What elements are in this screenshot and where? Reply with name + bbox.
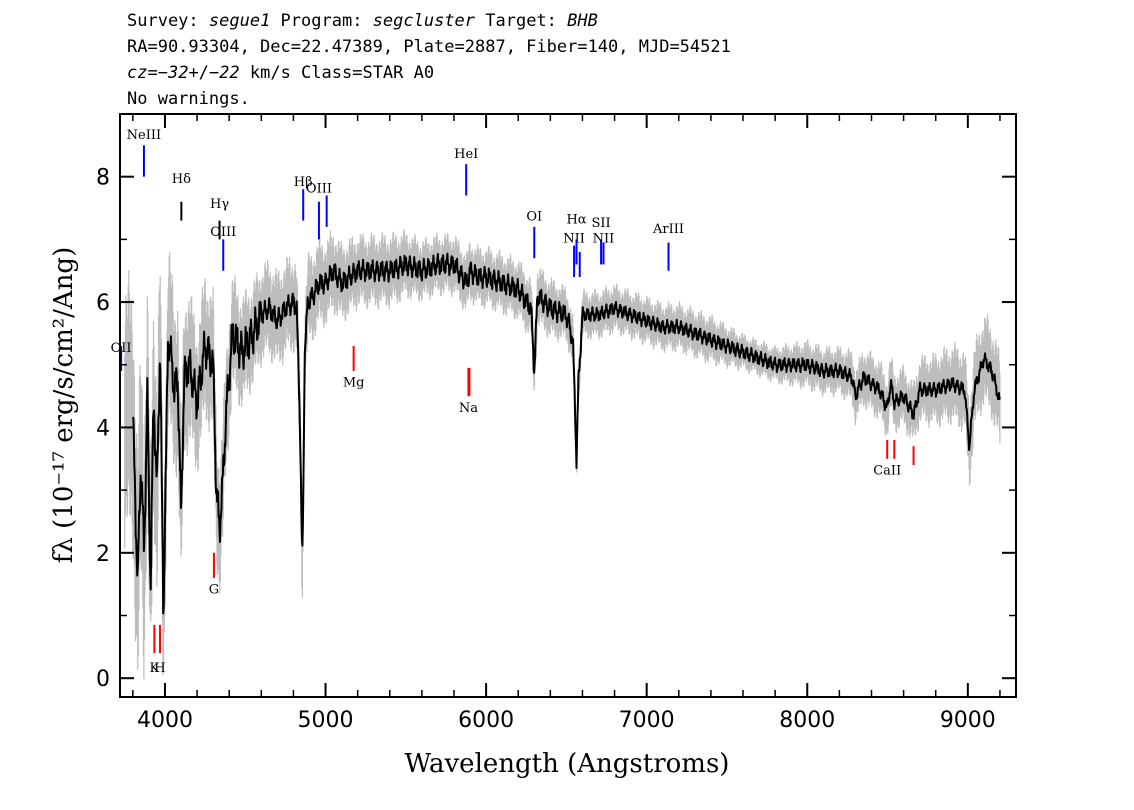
emission-line-label: OIII (210, 225, 236, 240)
flux-line (132, 252, 1001, 615)
y-tick-label: 4 (96, 416, 110, 441)
emission-line-label: OI (526, 210, 542, 225)
cz-error: 22 (219, 63, 240, 83)
x-axis-label: Wavelength (Angstroms) (405, 749, 730, 779)
absorption-line-label: Na (459, 401, 478, 416)
cz-rest: km/s Class=STAR A0 (239, 63, 435, 83)
y-tick-label: 8 (96, 166, 110, 191)
survey-value: segue1 (208, 11, 271, 31)
emission-line-label: ArIII (652, 222, 684, 237)
plot-frame (119, 113, 1017, 698)
header-line-3: cz=−32+/−22 km/s Class=STAR A0 (127, 62, 434, 84)
cz-separator: +/− (188, 63, 220, 83)
y-axis-label: fλ (10⁻¹⁷ erg/s/cm²/Ang) (49, 247, 79, 563)
target-label: Target: (475, 11, 568, 31)
absorption-line-label: CaII (873, 463, 901, 478)
absorption-line-label: G (209, 583, 219, 598)
x-tick-label: 7000 (619, 708, 675, 733)
emission-line-label: Hγ (210, 197, 229, 212)
cz-prefix: cz= (127, 63, 158, 83)
emission-line-label: Hβ (294, 175, 313, 190)
emission-line-label: NII (563, 232, 585, 247)
emission-line-label: Hδ (172, 172, 191, 187)
y-tick-label: 2 (96, 542, 110, 567)
axis-ticks-layer: 4000 5000 6000 7000 8000 9000 0 2 4 6 8 (96, 114, 1016, 733)
survey-label: Survey: (127, 11, 209, 31)
emission-line-label: HeI (454, 147, 478, 162)
x-tick-label: 6000 (458, 708, 514, 733)
header-line-4: No warnings. (127, 89, 250, 109)
emission-line-label: Hα (566, 213, 586, 228)
emission-line-label: NeIII (127, 128, 161, 143)
y-tick-label: 6 (96, 291, 110, 316)
absorption-line-label: K (150, 661, 160, 676)
target-value: BHB (567, 11, 598, 31)
emission-line-label: OIII (306, 181, 332, 196)
flux-layer (132, 252, 1001, 615)
x-tick-label: 9000 (940, 708, 996, 733)
y-tick-label: 0 (96, 667, 110, 692)
header-line-1: Survey: segue1 Program: segcluster Targe… (127, 10, 598, 32)
absorption-line-label: H (154, 661, 165, 676)
absorption-line-label: Mg (343, 376, 365, 391)
cz-value: −32 (157, 63, 189, 83)
header-line-2: RA=90.93304, Dec=22.47389, Plate=2887, F… (127, 37, 731, 57)
emission-line-label: OII (111, 341, 132, 356)
x-tick-label: 5000 (298, 708, 354, 733)
error-band (124, 228, 1001, 680)
program-value: segcluster (372, 11, 476, 31)
program-label: Program: (270, 11, 373, 31)
x-tick-label: 4000 (137, 708, 193, 733)
emission-line-label: NII (593, 232, 615, 247)
error-band-layer (124, 228, 1001, 680)
emission-line-label: SII (591, 216, 610, 231)
x-tick-label: 8000 (779, 708, 835, 733)
